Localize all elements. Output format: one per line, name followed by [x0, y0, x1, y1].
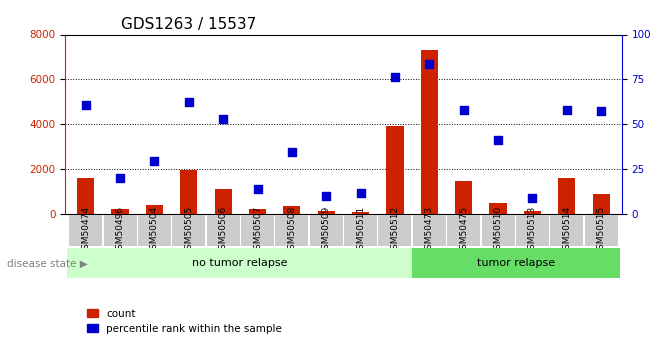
Bar: [104, 215, 137, 246]
Bar: [421, 50, 438, 214]
Bar: [490, 203, 506, 214]
Bar: [206, 215, 240, 246]
Bar: [215, 189, 232, 214]
Bar: [482, 215, 514, 246]
Bar: [585, 215, 618, 246]
Bar: [138, 215, 171, 246]
Bar: [241, 215, 274, 246]
Text: GSM50508: GSM50508: [287, 206, 296, 255]
Bar: [413, 215, 446, 246]
Bar: [516, 215, 549, 246]
Text: GSM50513: GSM50513: [528, 206, 537, 255]
Bar: [344, 215, 377, 246]
Bar: [550, 215, 583, 246]
Bar: [592, 194, 610, 214]
Point: [355, 190, 366, 195]
Bar: [558, 178, 575, 214]
Point: [253, 186, 263, 192]
Text: tumor relapse: tumor relapse: [477, 258, 555, 268]
Bar: [318, 211, 335, 214]
Text: GSM50474: GSM50474: [81, 206, 90, 255]
Point: [286, 149, 297, 155]
Bar: [412, 248, 620, 278]
Bar: [146, 205, 163, 214]
Text: GSM50473: GSM50473: [425, 206, 434, 255]
Point: [424, 61, 434, 67]
Text: GDS1263 / 15537: GDS1263 / 15537: [121, 17, 256, 32]
Text: GSM50475: GSM50475: [459, 206, 468, 255]
Text: GSM50510: GSM50510: [493, 206, 503, 255]
Text: GSM50507: GSM50507: [253, 206, 262, 255]
Text: GSM50514: GSM50514: [562, 206, 571, 255]
Point: [149, 158, 159, 164]
Point: [493, 137, 503, 143]
Text: no tumor relapse: no tumor relapse: [191, 258, 287, 268]
Point: [115, 175, 125, 181]
Text: disease state ▶: disease state ▶: [7, 259, 87, 269]
Text: GSM50511: GSM50511: [356, 206, 365, 255]
Bar: [378, 215, 411, 246]
Bar: [180, 170, 197, 214]
Bar: [283, 206, 301, 214]
Point: [184, 99, 194, 105]
Text: GSM50504: GSM50504: [150, 206, 159, 255]
Bar: [275, 215, 309, 246]
Point: [390, 75, 400, 80]
Bar: [111, 209, 129, 214]
Bar: [173, 215, 205, 246]
Text: GSM50506: GSM50506: [219, 206, 228, 255]
Text: GSM50496: GSM50496: [116, 206, 124, 255]
Bar: [386, 126, 404, 214]
Point: [527, 195, 538, 201]
Point: [81, 102, 91, 108]
Point: [218, 116, 229, 121]
Text: GSM50509: GSM50509: [322, 206, 331, 255]
Text: GSM50505: GSM50505: [184, 206, 193, 255]
Point: [596, 108, 606, 114]
Legend: count, percentile rank within the sample: count, percentile rank within the sample: [83, 305, 286, 338]
Text: GSM50515: GSM50515: [596, 206, 605, 255]
Text: GSM50512: GSM50512: [391, 206, 400, 255]
Point: [562, 107, 572, 112]
Bar: [455, 181, 472, 214]
Bar: [352, 211, 369, 214]
Bar: [77, 178, 94, 214]
Bar: [69, 215, 102, 246]
Bar: [524, 210, 541, 214]
Point: [458, 107, 469, 112]
Bar: [67, 248, 412, 278]
Bar: [310, 215, 342, 246]
Point: [321, 193, 331, 199]
Bar: [447, 215, 480, 246]
Bar: [249, 209, 266, 214]
